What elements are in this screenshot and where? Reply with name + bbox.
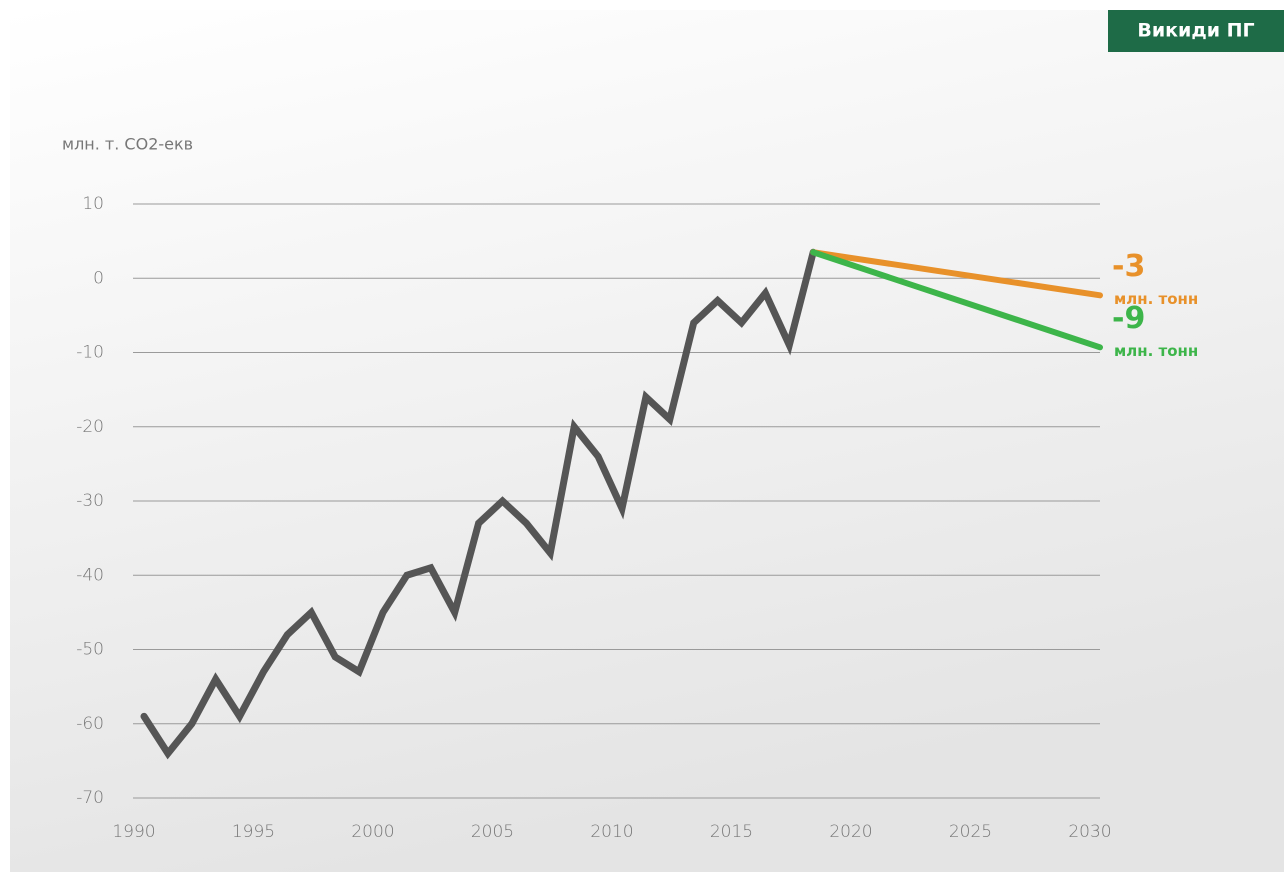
y-tick-label: 0 [93, 268, 104, 288]
x-tick-label: 2010 [590, 822, 633, 842]
y-tick-label: -20 [76, 417, 104, 437]
series-line [810, 249, 1103, 299]
x-tick-label: 2005 [471, 822, 514, 842]
series-line [810, 249, 1103, 351]
y-tick-label: -40 [76, 565, 104, 585]
y-tick-label: -50 [76, 640, 104, 660]
x-tick-label: 1990 [112, 822, 155, 842]
y-tick-label: -10 [76, 343, 104, 363]
badge [1108, 10, 1284, 52]
x-tick-label: 2015 [710, 822, 753, 842]
background [10, 10, 1284, 872]
x-tick-label: 2025 [949, 822, 992, 842]
y-tick-label: 10 [82, 194, 104, 214]
badge-text: Викиди ПГ [1137, 20, 1254, 42]
series-line [140, 248, 817, 760]
y-tick-label: -70 [76, 788, 104, 808]
y-tick-label: -30 [76, 491, 104, 511]
x-tick-label: 2030 [1068, 822, 1111, 842]
annotation-value: -3 [1112, 249, 1145, 284]
x-tick-label: 2020 [829, 822, 872, 842]
x-tick-label: 1995 [232, 822, 275, 842]
y-tick-label: -60 [76, 714, 104, 734]
y-axis-label: млн. т. CO2-екв [62, 135, 193, 154]
x-tick-label: 2000 [351, 822, 394, 842]
annotation-value: -9 [1112, 301, 1145, 336]
annotation-unit: млн. тонн [1114, 290, 1198, 308]
annotation-unit: млн. тонн [1114, 342, 1198, 360]
